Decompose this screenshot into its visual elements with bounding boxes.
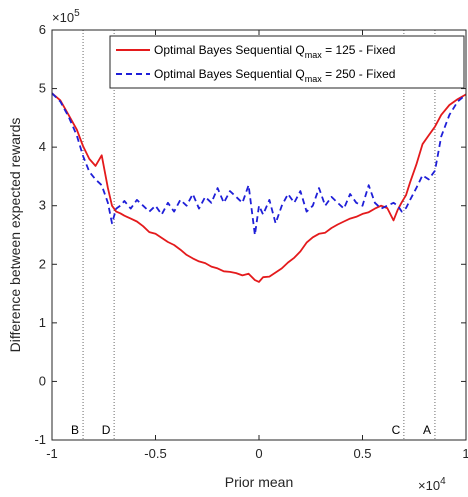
legend-box (109, 35, 465, 89)
y-tick-label: -1 (34, 432, 46, 447)
series-layer (51, 92, 467, 283)
legend-label-series-1: Optimal Bayes Sequential Qmax = 125 - Fi… (154, 43, 395, 60)
axis-ticks: -1 -0.5 0 0.5 1 -1 0 1 2 3 4 5 6 (34, 22, 468, 461)
x-tick-label: 1 (462, 446, 468, 461)
x-multiplier: ×104 (418, 476, 446, 493)
x-tick-label: -0.5 (144, 446, 166, 461)
marker-label-A: A (423, 423, 431, 437)
y-tick-label: 2 (39, 256, 46, 271)
y-axis-label: Difference between expected rewards (7, 118, 23, 353)
marker-label-C: C (392, 423, 401, 437)
y-tick-label: 5 (39, 81, 46, 96)
y-tick-label: 0 (39, 373, 46, 388)
legend-label-series-2: Optimal Bayes Sequential Qmax = 250 - Fi… (154, 67, 395, 84)
legend: Optimal Bayes Sequential Qmax = 125 - Fi… (109, 35, 465, 89)
y-tick-label: 4 (39, 139, 46, 154)
y-tick-label: 1 (39, 315, 46, 330)
marker-label-B: B (71, 423, 79, 437)
y-tick-label: 3 (39, 198, 46, 213)
x-tick-label: -1 (46, 446, 58, 461)
plot-area (52, 30, 466, 440)
x-axis-label: Prior mean (225, 474, 293, 490)
marker-label-D: D (102, 423, 111, 437)
y-multiplier: ×105 (52, 8, 80, 25)
series-line-1 (51, 92, 467, 283)
x-tick-label: 0 (255, 446, 262, 461)
y-tick-label: 6 (39, 22, 46, 37)
x-tick-label: 0.5 (353, 446, 371, 461)
